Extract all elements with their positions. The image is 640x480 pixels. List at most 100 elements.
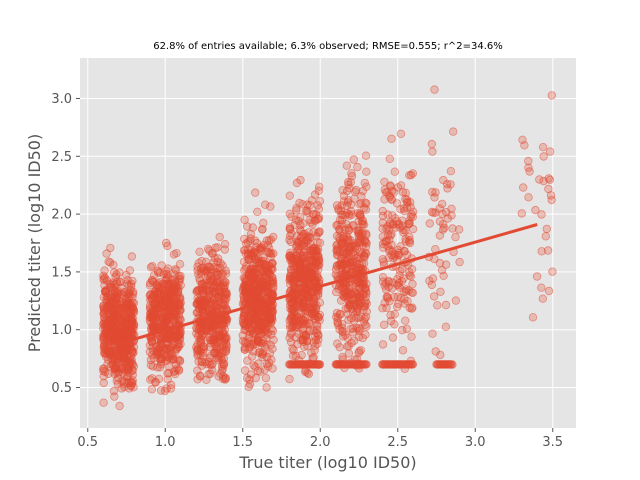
data-point (346, 324, 355, 333)
data-point (154, 374, 164, 383)
data-point (539, 152, 548, 161)
data-point (394, 278, 404, 288)
data-point (348, 241, 357, 251)
data-point (338, 352, 347, 362)
data-point (431, 347, 440, 356)
data-point (407, 332, 416, 341)
data-point (311, 246, 321, 255)
data-point (100, 342, 109, 351)
data-point (301, 206, 310, 216)
data-point (296, 220, 305, 230)
data-point (166, 307, 175, 316)
data-point (339, 197, 349, 206)
data-point (342, 208, 351, 218)
data-point (242, 281, 251, 291)
data-point (451, 296, 461, 305)
data-point (267, 330, 276, 339)
data-point (537, 283, 546, 292)
data-point (356, 248, 365, 257)
data-point (407, 304, 416, 313)
data-point (147, 374, 157, 383)
data-point (387, 134, 396, 143)
data-point (99, 398, 108, 407)
data-point (252, 238, 262, 248)
data-point (208, 295, 217, 304)
data-point (538, 294, 547, 303)
x-axis-label: True titer (log10 ID50) (238, 453, 416, 472)
data-point (348, 221, 357, 230)
data-point (253, 207, 262, 216)
data-point (285, 191, 294, 200)
data-point (147, 385, 157, 394)
data-point (386, 310, 395, 320)
data-point (285, 235, 294, 245)
data-point (387, 195, 396, 204)
data-point (126, 381, 136, 390)
data-point (358, 281, 367, 290)
data-point (355, 199, 364, 209)
data-point (362, 182, 371, 191)
data-point (402, 250, 412, 260)
data-point (398, 325, 407, 335)
data-point (393, 302, 402, 311)
data-point (355, 264, 364, 274)
data-point (356, 346, 366, 355)
data-point (296, 175, 305, 185)
y-tick-label: 0.5 (51, 381, 72, 396)
data-point (347, 169, 356, 178)
data-point (441, 322, 451, 331)
data-point (358, 333, 367, 343)
data-point (99, 372, 108, 381)
data-point (532, 272, 542, 281)
data-point (99, 309, 108, 318)
data-point (100, 273, 110, 282)
y-tick-label: 3.0 (51, 92, 72, 107)
y-tick-label: 1.0 (51, 323, 72, 338)
data-point (197, 361, 207, 370)
data-point (296, 300, 305, 309)
data-point (125, 266, 135, 275)
data-point (121, 356, 130, 366)
data-point (262, 383, 271, 392)
data-point (394, 219, 404, 228)
data-point (544, 286, 554, 296)
data-point (219, 372, 228, 381)
data-point (342, 161, 351, 170)
data-point (222, 334, 231, 343)
floor-point (362, 360, 371, 369)
data-point (334, 204, 343, 213)
data-point (337, 220, 346, 229)
data-point (528, 313, 538, 322)
data-point (221, 347, 230, 356)
data-point (396, 181, 406, 190)
data-point (340, 255, 350, 265)
data-point (99, 364, 108, 373)
data-point (519, 183, 528, 192)
data-point (148, 343, 157, 352)
data-point (405, 268, 414, 277)
data-point (354, 288, 364, 298)
data-point (438, 199, 447, 209)
data-point (174, 302, 183, 311)
data-point (305, 256, 314, 266)
data-point (193, 375, 202, 384)
data-point (112, 329, 121, 338)
data-point (269, 232, 278, 242)
data-point (542, 224, 551, 234)
data-point (160, 289, 169, 298)
data-point (174, 315, 183, 325)
data-point (378, 206, 387, 216)
data-point (261, 200, 270, 209)
data-point (260, 303, 269, 312)
data-point (219, 284, 228, 293)
x-tick-label: 1.0 (155, 435, 176, 450)
data-point (435, 231, 445, 240)
data-point (390, 320, 399, 329)
data-point (206, 369, 215, 378)
data-point (149, 319, 158, 328)
data-point (208, 320, 217, 329)
data-point (112, 376, 121, 385)
data-point (146, 360, 156, 370)
data-point (396, 129, 406, 138)
